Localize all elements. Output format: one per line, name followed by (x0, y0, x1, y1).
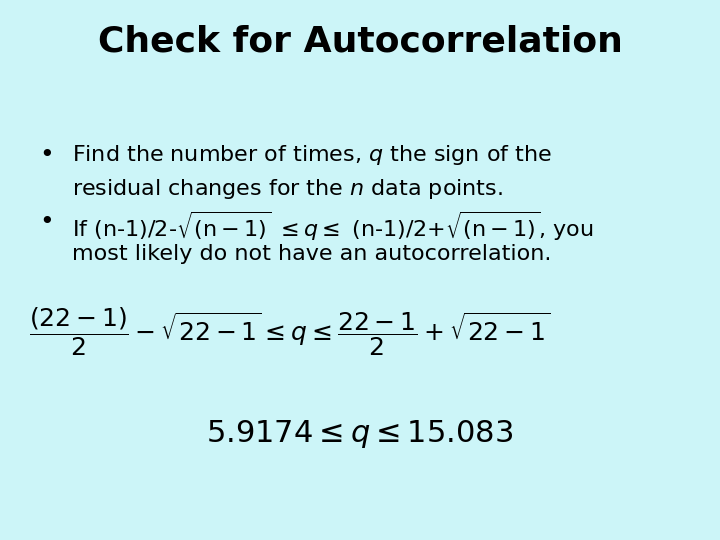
Text: residual changes for the $n$ data points.: residual changes for the $n$ data points… (72, 177, 503, 201)
Text: most likely do not have an autocorrelation.: most likely do not have an autocorrelati… (72, 244, 552, 264)
Text: $\dfrac{(22-1)}{2} - \sqrt{22-1} \leq q \leq \dfrac{22-1}{2} + \sqrt{22-1}$: $\dfrac{(22-1)}{2} - \sqrt{22-1} \leq q … (29, 305, 550, 358)
Text: If (n-1)/2-$\sqrt{(\mathrm{n-1})}$ $\leq$$q$$\leq$ (n-1)/2+$\sqrt{(\mathrm{n-1}): If (n-1)/2-$\sqrt{(\mathrm{n-1})}$ $\leq… (72, 210, 593, 243)
Text: Find the number of times, $q$ the sign of the: Find the number of times, $q$ the sign o… (72, 143, 552, 167)
Text: •: • (40, 143, 54, 167)
Text: •: • (40, 210, 54, 233)
Text: Check for Autocorrelation: Check for Autocorrelation (98, 24, 622, 58)
Text: $5.9174 \leq q \leq 15.083$: $5.9174 \leq q \leq 15.083$ (207, 418, 513, 450)
